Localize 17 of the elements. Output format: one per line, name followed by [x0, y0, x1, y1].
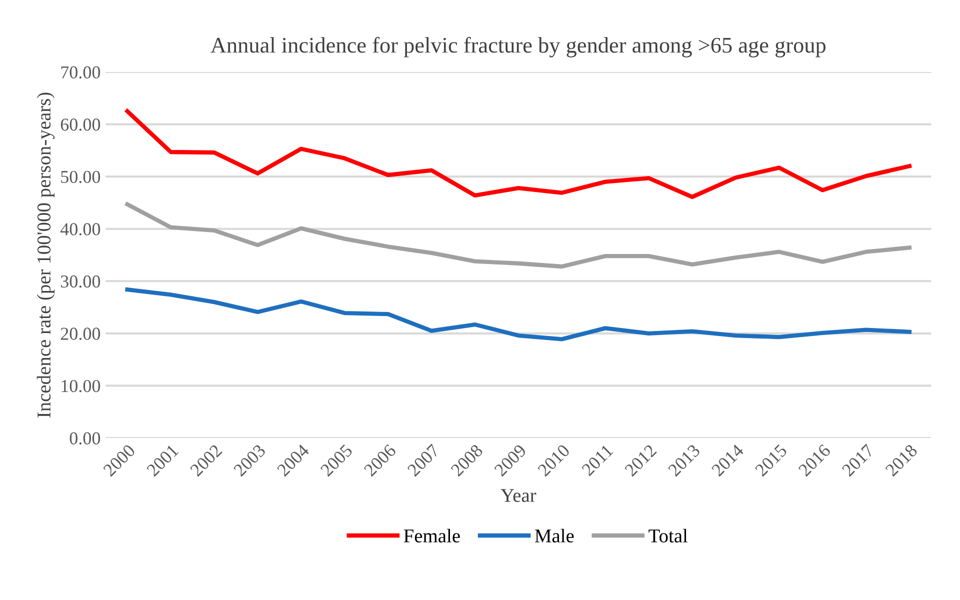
legend-label: Female: [404, 528, 460, 543]
line-series: [125, 202, 912, 269]
legend-label: Total: [648, 528, 688, 543]
y-tick-label: 50.00: [61, 170, 100, 184]
legend-label: Male: [534, 528, 574, 543]
y-tick-label: 0.00: [70, 432, 100, 445]
y-tick-label: 20.00: [60, 328, 100, 340]
line-series: [125, 287, 912, 342]
x-axis-title: Year: [500, 489, 536, 502]
y-tick-label: 40.00: [60, 223, 100, 236]
y-tick-label: 10.00: [62, 380, 100, 392]
y-axis-title: Incedence rate (per 100'000 person-years): [36, 92, 55, 418]
y-tick-label: 70.00: [61, 66, 100, 79]
y-tick-label: 60.00: [60, 118, 100, 131]
chart-title: Annual incidence for pelvic fracture by gender among >65 age group: [210, 36, 826, 58]
line-series: [125, 109, 912, 200]
y-tick-label: 30.00: [60, 275, 100, 288]
